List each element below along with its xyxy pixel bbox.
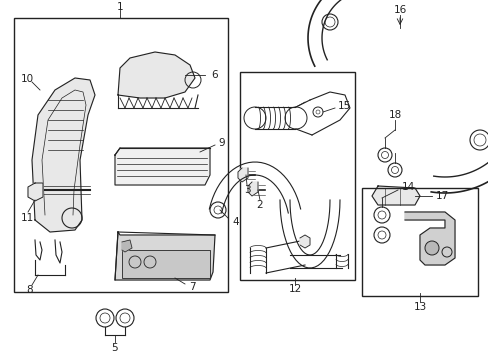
Text: 6: 6 — [210, 70, 217, 80]
Text: 18: 18 — [387, 110, 401, 120]
Polygon shape — [32, 78, 95, 232]
Polygon shape — [28, 183, 43, 201]
Text: 8: 8 — [27, 285, 33, 295]
Text: 13: 13 — [412, 302, 426, 312]
Text: 9: 9 — [218, 138, 224, 148]
Text: 11: 11 — [20, 213, 34, 223]
Text: 10: 10 — [20, 74, 34, 84]
Bar — [122, 250, 209, 278]
Bar — [361, 188, 477, 296]
Text: 1: 1 — [117, 2, 123, 12]
Text: 15: 15 — [337, 101, 350, 111]
Polygon shape — [404, 212, 454, 265]
Text: 3: 3 — [243, 185, 250, 195]
Polygon shape — [115, 148, 209, 185]
Polygon shape — [299, 235, 309, 248]
Polygon shape — [115, 232, 215, 280]
Text: 4: 4 — [231, 217, 238, 227]
Polygon shape — [247, 182, 258, 196]
Polygon shape — [122, 240, 132, 252]
Polygon shape — [238, 168, 247, 182]
Text: 17: 17 — [435, 191, 448, 201]
Circle shape — [424, 241, 438, 255]
Text: 14: 14 — [401, 182, 414, 192]
Text: 12: 12 — [288, 284, 301, 294]
Bar — [14, 18, 227, 292]
Text: 2: 2 — [256, 200, 263, 210]
Polygon shape — [371, 186, 419, 205]
Text: 7: 7 — [189, 282, 195, 292]
Polygon shape — [118, 52, 195, 98]
Bar — [240, 72, 354, 280]
Text: 16: 16 — [392, 5, 406, 15]
Text: 5: 5 — [111, 343, 118, 353]
